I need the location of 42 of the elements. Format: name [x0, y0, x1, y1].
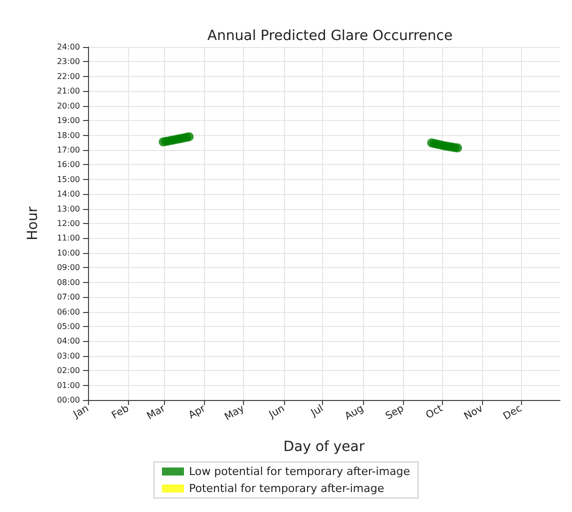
y-tick-label: 07:00 — [56, 292, 80, 302]
y-tick-label: 21:00 — [56, 86, 80, 96]
y-tick-label: 05:00 — [56, 322, 80, 331]
y-tick-label: 19:00 — [56, 116, 80, 126]
y-tick-label: 24:00 — [56, 42, 80, 52]
x-axis-title: Day of year — [283, 439, 365, 455]
chart-title: Annual Predicted Glare Occurrence — [207, 28, 453, 44]
y-tick-label: 04:00 — [56, 336, 80, 346]
y-tick-label: 20:00 — [56, 101, 80, 110]
x-tick-label: Jan — [71, 403, 91, 421]
y-tick-label: 18:00 — [56, 130, 80, 140]
x-tick-label: Jul — [308, 403, 326, 420]
y-tick-label: 16:00 — [56, 160, 80, 170]
y-tick-label: 00:00 — [56, 396, 80, 404]
x-tick-label: Dec — [502, 403, 524, 422]
x-tick-label: Aug — [343, 403, 366, 423]
y-tick-label: 08:00 — [56, 278, 80, 287]
y-tick-label: 15:00 — [56, 174, 80, 184]
y-tick-label: 01:00 — [56, 380, 80, 390]
y-axis-title: Hour — [25, 206, 41, 240]
y-tick-label: 10:00 — [56, 248, 80, 258]
x-tick-label: Feb — [110, 403, 131, 422]
y-tick-label: 09:00 — [56, 263, 80, 272]
x-tick-label: Oct — [424, 403, 445, 422]
y-tick-label: 14:00 — [56, 190, 80, 199]
y-tick-label: 17:00 — [56, 145, 80, 154]
y-tick-label: 23:00 — [56, 57, 80, 66]
x-tick-label: Mar — [145, 402, 168, 422]
x-tick-label: Jun — [266, 403, 287, 422]
y-tick-label: 13:00 — [56, 204, 80, 214]
y-tick-label: 03:00 — [56, 351, 80, 360]
y-tick-label: 06:00 — [56, 307, 80, 316]
legend-label: Low potential for temporary after-image — [188, 465, 410, 478]
y-tick-label: 11:00 — [56, 234, 80, 243]
x-tick-label: Nov — [462, 403, 486, 423]
y-tick-label: 22:00 — [56, 72, 80, 81]
y-tick-label: 02:00 — [56, 366, 80, 376]
legend-label: Potential for temporary after-image — [188, 482, 384, 495]
x-tick-label: May — [222, 403, 246, 424]
x-tick-label: Apr — [186, 402, 208, 422]
x-tick-label: Sep — [384, 403, 406, 422]
y-tick-label: 12:00 — [56, 219, 80, 228]
